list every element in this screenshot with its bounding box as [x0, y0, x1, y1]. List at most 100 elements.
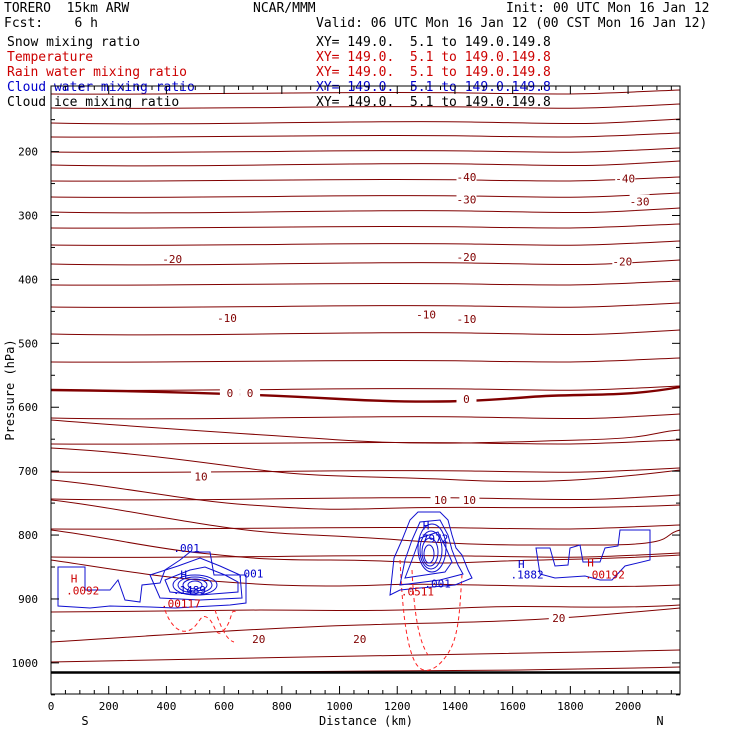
max-value-label: H — [71, 573, 78, 586]
rain-contour — [214, 609, 235, 643]
x-tick-label: 1200 — [384, 700, 411, 713]
model-title: TORERO 15km ARW — [4, 1, 130, 16]
x-tick-label: 1800 — [557, 700, 584, 713]
max-value-label: .0092 — [66, 585, 99, 598]
x-tick-label: 1000 — [326, 700, 353, 713]
x-tick-label: 200 — [99, 700, 119, 713]
rain-contour — [411, 569, 429, 656]
legend-temperature-label: Temperature — [7, 50, 94, 65]
isotherm-line — [50, 132, 681, 138]
isotherm-line — [50, 176, 681, 182]
isotherm-label: 10 — [194, 470, 207, 483]
isotherm-label-bg — [612, 254, 633, 267]
cloud-water-contour — [417, 523, 447, 573]
isotherm-label: -10 — [416, 309, 436, 322]
isotherm-line — [50, 529, 681, 564]
x-tick-label: 1600 — [499, 700, 526, 713]
max-value-label: .001 — [424, 578, 451, 591]
y-tick-label: 300 — [18, 210, 38, 223]
isotherm-line — [50, 357, 681, 363]
x-tick-label: 600 — [214, 700, 234, 713]
isotherm-line — [50, 494, 681, 501]
max-value-label: .1882 — [511, 569, 544, 582]
x-tick-label: 0 — [48, 700, 55, 713]
isotherm-label-bg — [548, 611, 569, 624]
cloud-water-contour — [423, 544, 435, 564]
isotherm-label-bg — [456, 312, 477, 325]
max-value-label: H — [518, 558, 525, 571]
cloud-water-contour — [57, 551, 247, 609]
isotherm-line — [50, 240, 681, 246]
north-end-label: N — [656, 714, 663, 728]
y-tick-label: 600 — [18, 401, 38, 414]
isotherm-line — [50, 607, 681, 643]
isotherm-label: 20 — [552, 612, 565, 625]
y-tick-label: 400 — [18, 273, 38, 286]
forecast-hour: Fcst: 6 h — [4, 16, 98, 31]
isotherm-line — [50, 103, 681, 109]
legend-cloudwater-label: Cloud water mixing ratio — [7, 80, 195, 95]
isotherm-line — [50, 223, 681, 229]
cloud-water-contour — [389, 511, 473, 596]
isotherm-label-bg — [162, 251, 183, 264]
isotherm-label: -30 — [630, 195, 650, 208]
cloud-water-contour — [149, 557, 243, 601]
isotherm-label: 0 — [227, 387, 234, 400]
isotherm-label: -40 — [615, 172, 635, 185]
legend-rain-label: Rain water mixing ratio — [7, 65, 188, 80]
isotherm-label-bg — [191, 469, 212, 482]
isotherm-line — [50, 649, 681, 663]
cloud-water-contour — [164, 566, 239, 596]
isotherm-line — [50, 604, 681, 613]
legend-snow-xy: XY= 149.0. 5.1 to 149.0.149.8 — [316, 35, 551, 50]
isotherm-label: -20 — [162, 253, 182, 266]
y-tick-label: 1000 — [12, 657, 39, 670]
isotherm-line — [50, 118, 681, 125]
x-tick-label: 800 — [272, 700, 292, 713]
isotherm-label-bg — [248, 632, 269, 645]
isotherm-line — [50, 439, 681, 445]
legend-cloudice-label: Cloud ice mixing ratio — [7, 95, 180, 110]
y-tick-label: 900 — [18, 593, 38, 606]
legend-snow-label: Snow mixing ratio — [7, 35, 141, 50]
max-value-label: .001 — [237, 567, 264, 580]
legend-cloudice-xy: XY= 149.0. 5.1 to 149.0.149.8 — [316, 95, 551, 110]
isotherm-label-bg — [615, 171, 636, 184]
cloud-water-contour — [421, 537, 439, 567]
y-tick-label: 500 — [18, 337, 38, 350]
max-value-label: .0511 — [401, 585, 434, 598]
isotherm-line — [50, 447, 681, 483]
isotherm-line — [50, 479, 681, 510]
isotherm-line — [50, 524, 681, 530]
isotherm-label: 20 — [252, 633, 265, 646]
isotherm-label: -10 — [217, 312, 237, 325]
isotherm-label-bg — [456, 170, 477, 183]
max-value-label: .00192 — [585, 569, 625, 582]
max-value-label: .1489 — [173, 584, 206, 597]
isotherm-label: 10 — [463, 494, 476, 507]
rain-contour — [399, 559, 463, 671]
isotherm-label: -40 — [457, 171, 477, 184]
x-tick-label: 400 — [156, 700, 176, 713]
isotherm-label-bg — [629, 194, 650, 207]
isotherm-label: -10 — [457, 313, 477, 326]
isotherm-line — [50, 467, 681, 473]
south-end-label: S — [81, 714, 88, 728]
max-value-label: H — [587, 557, 594, 570]
max-value-label: H — [180, 569, 187, 582]
valid-time: Valid: 06 UTC Mon 16 Jan 12 (00 CST Mon … — [316, 16, 708, 31]
isotherm-label-bg — [217, 310, 238, 323]
max-value-label: H — [423, 519, 430, 532]
isotherm-label: 20 — [353, 633, 366, 646]
isotherm-label: -20 — [457, 251, 477, 264]
isotherm-line — [50, 559, 681, 588]
plot-frame — [50, 85, 681, 695]
cloud-water-contour — [404, 531, 453, 579]
cloud-water-contour — [182, 578, 208, 592]
cloud-water-contour — [399, 519, 464, 586]
isotherm-label: 0 — [247, 387, 254, 400]
isotherm-label-bg — [349, 632, 370, 645]
x-tick-label: 2000 — [615, 700, 642, 713]
isotherm-line — [50, 329, 681, 336]
